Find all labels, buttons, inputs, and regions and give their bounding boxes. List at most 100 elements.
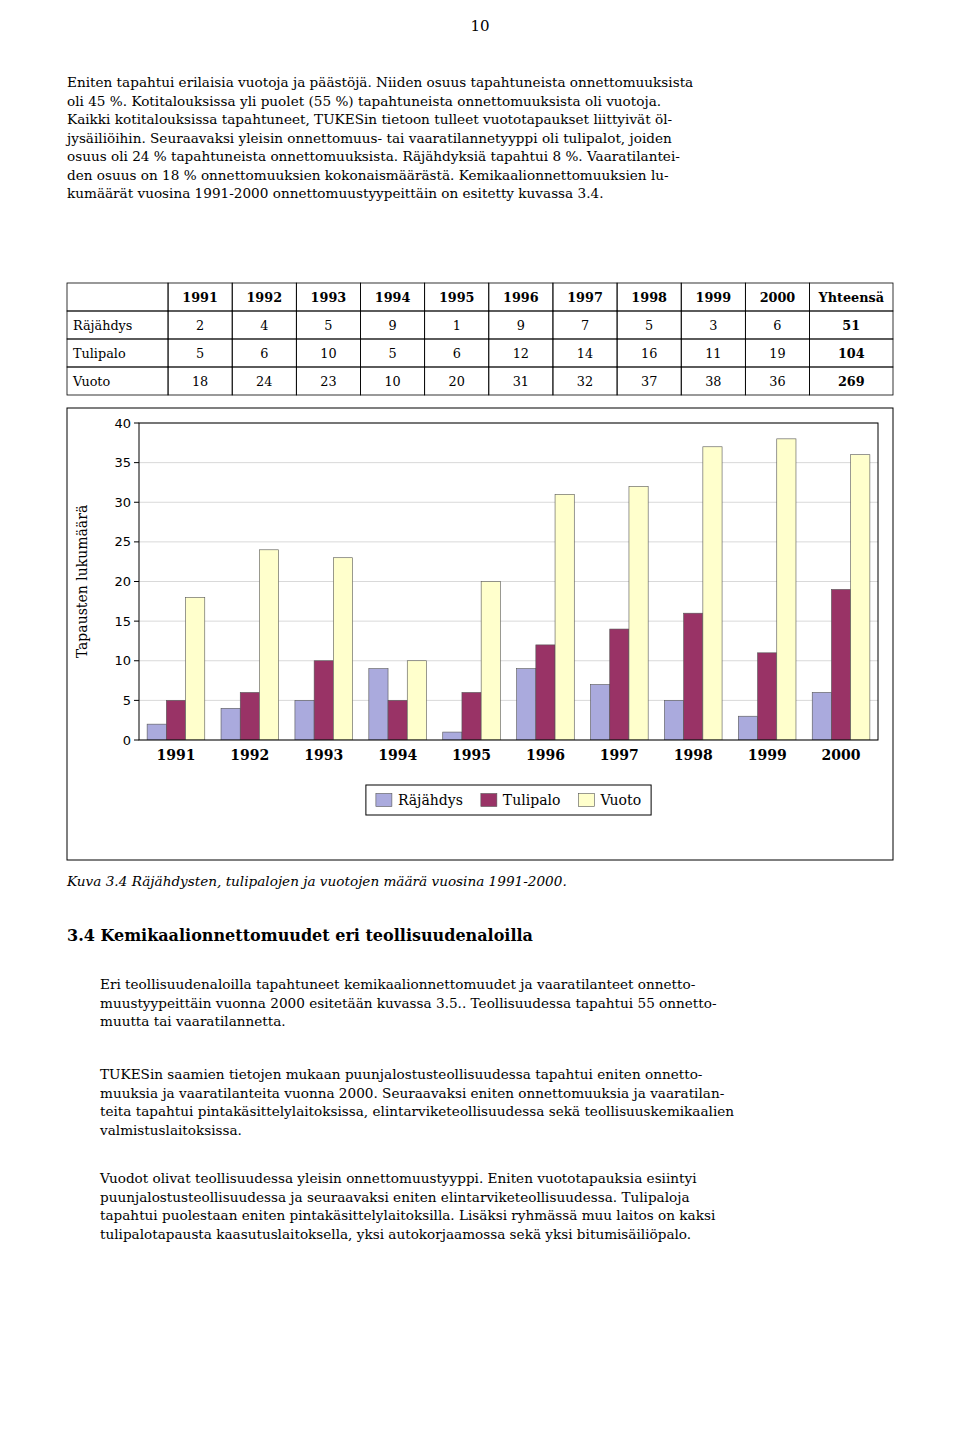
table-cell <box>617 311 681 339</box>
table-cell <box>681 283 745 311</box>
paragraph-line: osuus oli 24 % tapahtuneista onnettomuuk… <box>67 148 680 164</box>
table-cell <box>617 283 681 311</box>
paragraph-line: kumäärät vuosina 1991-2000 onnettomuusty… <box>67 185 603 201</box>
table-value: 20 <box>449 374 465 389</box>
table-cell <box>360 339 424 367</box>
paragraph-2: Eri teollisuudenaloilla tapahtuneet kemi… <box>100 976 717 1029</box>
table-cell <box>67 367 168 395</box>
paragraph-3: TUKESin saamien tietojen mukaan puunjalo… <box>99 1066 734 1138</box>
y-tick-label: 35 <box>114 455 131 470</box>
bar <box>851 455 870 740</box>
grid-line <box>139 581 878 582</box>
table-value: 24 <box>256 374 272 389</box>
x-tick-label: 2000 <box>822 747 861 763</box>
bar <box>831 589 850 740</box>
table-header: Yhteensä <box>818 290 884 305</box>
legend-label: Räjähdys <box>398 792 463 808</box>
table-value: 16 <box>641 346 657 361</box>
y-tick-label: 20 <box>114 574 131 589</box>
table-cell <box>681 339 745 367</box>
legend-swatch <box>376 794 392 807</box>
bar <box>555 494 574 740</box>
y-tick-label: 40 <box>114 416 131 431</box>
table-value: 18 <box>192 374 208 389</box>
y-tick <box>134 502 139 503</box>
table-cell <box>681 311 745 339</box>
paragraph-line: muutta tai vaaratilannetta. <box>100 1013 286 1029</box>
table-cell <box>360 367 424 395</box>
table-cell <box>425 311 489 339</box>
y-tick-label: 30 <box>114 495 131 510</box>
y-tick-label: 5 <box>123 693 131 708</box>
page-canvas: 10 Eniten tapahtui erilaisia vuotoja ja p… <box>0 0 960 1442</box>
y-tick-label: 15 <box>114 614 131 629</box>
table-value: 23 <box>320 374 336 389</box>
table-value: 10 <box>384 374 400 389</box>
table-value: 5 <box>324 318 332 333</box>
table-cell <box>67 283 168 311</box>
bar <box>369 669 388 740</box>
legend-swatch <box>481 794 497 807</box>
table-cell <box>425 339 489 367</box>
table-cell <box>168 339 232 367</box>
bar <box>777 439 796 740</box>
bar <box>758 653 777 740</box>
chart-box <box>67 408 893 860</box>
table-cell <box>553 283 617 311</box>
data-table: 1991199219931994199519961997199819992000… <box>67 283 893 395</box>
table-cell <box>168 367 232 395</box>
x-tick-label: 1993 <box>304 747 343 763</box>
bar <box>443 732 462 740</box>
paragraph-line: Vuodot olivat teollisuudessa yleisin onn… <box>99 1170 697 1186</box>
table-header: 1993 <box>311 290 347 305</box>
y-tick <box>134 740 139 741</box>
paragraph-line: valmistuslaitoksissa. <box>99 1122 242 1138</box>
table-header: 1991 <box>182 290 218 305</box>
bar <box>221 708 240 740</box>
paragraph-line: oli 45 %. Kotitalouksissa yli puolet (55… <box>67 93 661 109</box>
table-cell <box>296 311 360 339</box>
table-value: 36 <box>769 374 785 389</box>
table-cell <box>810 283 893 311</box>
table-header: 1994 <box>375 290 411 305</box>
legend-swatch <box>578 794 594 807</box>
x-tick-label: 1991 <box>156 747 195 763</box>
table-cell <box>232 367 296 395</box>
bar <box>664 700 683 740</box>
table-cell <box>553 339 617 367</box>
paragraph-line: Kaikki kotitalouksissa tapahtuneet, TUKE… <box>67 111 672 127</box>
table-header: 2000 <box>760 290 796 305</box>
bar <box>812 692 831 740</box>
table-cell <box>425 283 489 311</box>
table-value: 32 <box>577 374 593 389</box>
page: { "page_number": "10", "para1_lines": [ … <box>0 0 960 1442</box>
table-cell <box>745 311 809 339</box>
legend-label: Vuoto <box>599 792 641 808</box>
table-value: Vuoto <box>72 374 111 389</box>
bar <box>610 629 629 740</box>
table-cell <box>425 367 489 395</box>
table-value: 5 <box>645 318 653 333</box>
table-value: 104 <box>838 346 865 361</box>
page-number: 10 <box>470 17 489 35</box>
bar <box>407 661 426 740</box>
y-axis: 0510152025303540Tapausten lukumäärä <box>74 416 878 748</box>
table-cell <box>232 283 296 311</box>
table-cell <box>67 339 168 367</box>
table-value: 6 <box>453 346 461 361</box>
table-value: 5 <box>388 346 396 361</box>
bar <box>684 613 703 740</box>
table-value: 31 <box>513 374 529 389</box>
table-cell <box>489 283 553 311</box>
table-cell <box>360 311 424 339</box>
legend-label: Tulipalo <box>503 792 561 808</box>
table-value: 19 <box>769 346 785 361</box>
table-cell <box>232 339 296 367</box>
grid-line <box>139 541 878 542</box>
table-cell <box>296 283 360 311</box>
bar <box>186 597 205 740</box>
y-tick <box>134 660 139 661</box>
table-cell <box>810 367 893 395</box>
paragraph-1: Eniten tapahtui erilaisia vuotoja ja pää… <box>65 74 693 201</box>
table-cell <box>810 339 893 367</box>
